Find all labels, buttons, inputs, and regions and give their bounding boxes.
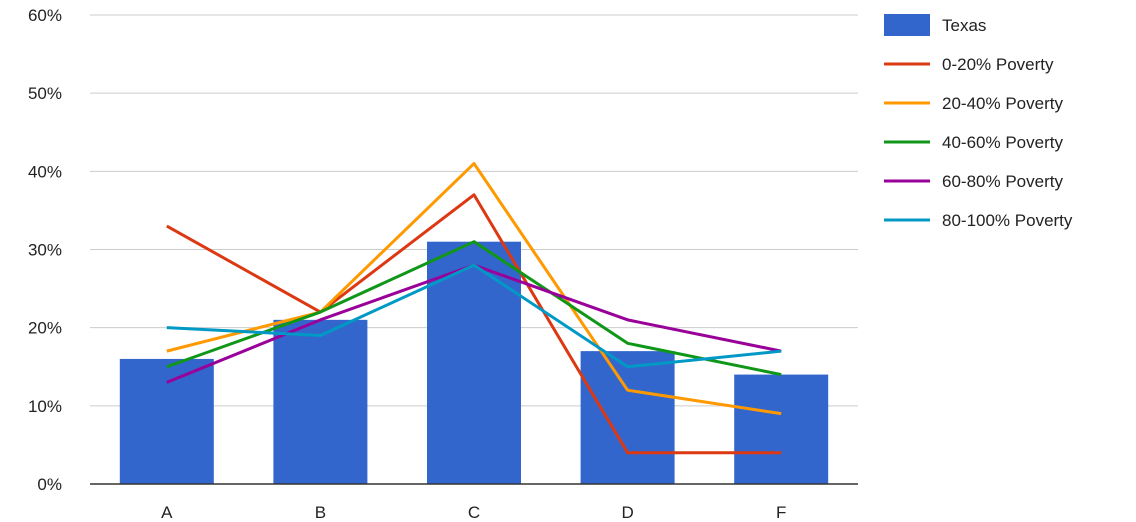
bar-B [273, 319, 368, 484]
legend-label: 60-80% Poverty [942, 172, 1063, 191]
line-series-4 [166, 263, 782, 369]
y-tick-label: 10% [28, 397, 62, 416]
x-tick-label: A [161, 503, 173, 522]
legend: Texas 0-20% Poverty 20-40% Poverty 40-60% P… [884, 14, 1073, 230]
y-tick-label: 50% [28, 84, 62, 103]
legend-swatch-texas [884, 14, 930, 36]
y-tick-label: 0% [37, 475, 62, 494]
bar-A [119, 358, 214, 484]
y-axis-labels: 0% 10% 20% 30% 40% 50% 60% [28, 6, 62, 494]
bar-C [427, 241, 521, 484]
y-tick-label: 20% [28, 319, 62, 338]
x-tick-label: C [468, 503, 480, 522]
line-series [166, 162, 782, 455]
line-series-2 [166, 240, 782, 377]
legend-label: 0-20% Poverty [942, 55, 1054, 74]
bar-F [734, 374, 829, 484]
bar-D [580, 351, 675, 484]
bar-series [119, 241, 829, 484]
y-tick-label: 30% [28, 241, 62, 260]
legend-label: 40-60% Poverty [942, 133, 1063, 152]
legend-label: 80-100% Poverty [942, 211, 1073, 230]
legend-label: 20-40% Poverty [942, 94, 1063, 113]
line-series-1 [166, 162, 782, 416]
line-series-0 [166, 193, 782, 455]
legend-label: Texas [942, 16, 986, 35]
y-tick-label: 40% [28, 162, 62, 181]
x-tick-label: B [315, 503, 326, 522]
y-tick-label: 60% [28, 6, 62, 25]
x-tick-label: D [621, 503, 633, 522]
x-tick-label: F [776, 503, 786, 522]
